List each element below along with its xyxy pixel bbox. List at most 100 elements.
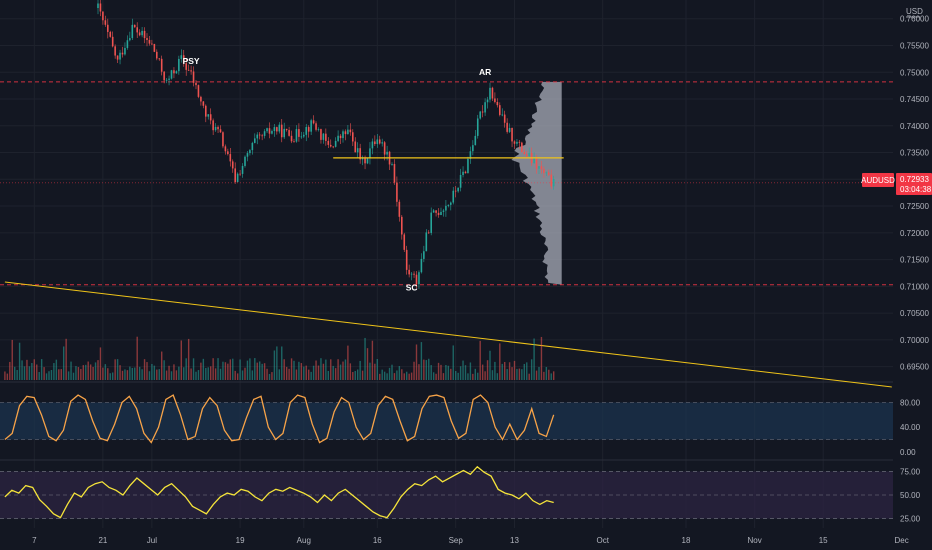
volume-bar [178,366,180,380]
candle-body [496,101,499,106]
volume-bar [65,338,67,380]
candle-body [185,63,187,70]
volume-bar [479,340,481,380]
price-tick-label: 0.76000 [900,15,929,24]
candle-body [540,166,543,170]
candle-body [425,232,428,252]
candle-body [494,98,496,102]
volume-bar [195,371,197,380]
candle-body [415,274,418,285]
candle-body [268,128,271,134]
candle-body [445,205,447,211]
volume-bar [187,338,190,380]
volume-bar [295,369,298,380]
candle-body [182,55,185,64]
price-pane[interactable]: PSY AR SC [0,0,893,388]
candle-body [209,114,212,121]
candle-body [190,70,192,72]
stochastic-line[interactable] [4,394,555,444]
volume-bar [445,364,447,380]
candle-body [518,141,521,143]
volume-bar [75,366,77,380]
volume-bar [526,362,528,380]
candle-body [300,136,303,138]
volume-bar [499,343,501,380]
price-tick-label: 0.71500 [900,256,929,265]
currency-label: USD [906,7,923,16]
volume-bar [234,370,236,380]
volume-bar [330,359,332,380]
volume-bar [447,365,450,380]
candle-body [464,171,467,174]
volume-bar [31,362,33,380]
volume-bar [442,373,445,380]
candle-body [354,141,357,153]
candle-body [459,174,462,188]
candle-body [369,148,371,158]
volume-bar [347,345,349,380]
candle-body [356,148,359,153]
candle-body [503,114,506,123]
symbol-badge-price-bg [896,173,932,195]
candle-body [479,111,481,119]
volume-bar [165,370,168,380]
volume-bar [229,359,231,380]
rsi-line[interactable] [4,465,554,519]
volume-bar [200,362,202,380]
volume-bar [134,367,136,380]
volume-bar [6,373,9,380]
candle-body [383,142,386,155]
volume-bar [205,367,207,380]
volume-bar [325,359,327,380]
volume-bar [437,362,440,380]
trend-line[interactable] [4,281,892,388]
volume-bar [516,368,518,380]
volume-bar [170,371,173,380]
price-tick-label: 0.71000 [900,282,929,291]
volume-bar [491,370,494,380]
volume-bar [450,368,452,380]
candle-body [548,172,550,175]
volume-bar [38,372,40,380]
volume-bar [418,364,420,380]
time-axis[interactable]: 721Jul19Aug16Sep13Oct18Nov15Dec13 [32,536,932,545]
candle-body [119,52,121,60]
volume-bar [535,370,538,380]
volume-bar [305,365,307,380]
volume-bar [163,360,165,380]
volume-bar [58,369,60,380]
volume-bar [276,346,278,380]
time-tick-label: Sep [449,536,464,545]
volume-bar [332,365,334,380]
volume-bar [138,366,141,380]
volume-bar [161,351,163,380]
volume-bar [349,363,352,380]
volume-bar [293,360,295,380]
volume-bar [129,366,131,380]
candle-body [258,134,261,136]
volume-bar [180,340,182,380]
candle-body [359,148,361,160]
candle-body [472,145,474,152]
candle-body [121,52,124,55]
stochastic-pane[interactable] [0,394,893,444]
volume-bar [266,368,268,380]
candle-body [107,24,109,32]
volume-bar [112,372,114,380]
candle-body [501,114,504,116]
volume-bar [457,372,459,380]
candle-body [435,210,437,213]
candle-body [535,158,538,169]
candle-body [511,127,513,142]
candle-body [332,146,334,148]
volume-bar [94,362,97,380]
candle-body [143,30,146,39]
candle-body [469,151,472,159]
volume-bar [376,358,378,380]
volume-bar [82,365,84,380]
candle-body [153,43,156,52]
price-axis[interactable]: USD 0.76000 0.75500 0.75000 0.74500 0.74000 0… [893,0,932,528]
rsi-pane[interactable] [0,465,893,519]
volume-bar [246,360,249,380]
